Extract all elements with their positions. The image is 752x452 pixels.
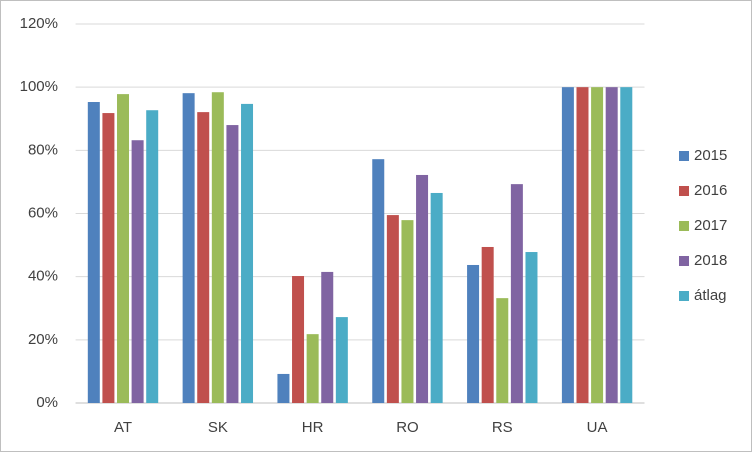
bar <box>467 264 480 403</box>
bar <box>605 87 618 404</box>
legend-swatch <box>679 221 689 231</box>
bar <box>561 87 574 404</box>
bar <box>197 112 210 404</box>
bar <box>211 92 224 403</box>
bar <box>131 140 144 403</box>
bar <box>277 373 290 403</box>
y-tick-label: 60% <box>28 204 58 221</box>
x-tick-label: RS <box>492 419 513 436</box>
y-tick-label: 20% <box>28 331 58 348</box>
bar <box>226 125 239 404</box>
bar <box>510 184 523 403</box>
bar <box>87 102 100 403</box>
bar <box>416 174 429 403</box>
legend-label: 2016 <box>694 182 727 199</box>
legend-label: 2018 <box>694 252 727 269</box>
x-tick-label: AT <box>114 419 132 436</box>
bar <box>430 192 443 403</box>
bar <box>321 271 334 403</box>
bar <box>620 87 633 404</box>
legend-swatch <box>679 291 689 301</box>
bar <box>372 159 385 403</box>
bar <box>102 113 115 403</box>
legend-label: 2015 <box>694 147 727 164</box>
legend-label: átlag <box>694 287 727 304</box>
bar <box>182 93 195 403</box>
bar <box>306 334 319 403</box>
legend-swatch <box>679 256 689 266</box>
x-tick-label: SK <box>208 419 228 436</box>
x-tick-label: RO <box>396 419 419 436</box>
bar <box>525 252 538 403</box>
bar <box>292 276 305 403</box>
bar <box>481 246 494 403</box>
bar <box>401 220 414 403</box>
bar <box>386 215 399 403</box>
bar <box>335 317 348 403</box>
x-tick-label: UA <box>587 419 608 436</box>
legend-swatch <box>679 186 689 196</box>
y-tick-label: 80% <box>28 141 58 158</box>
y-tick-label: 0% <box>36 394 58 411</box>
bar <box>117 94 130 404</box>
legend-label: 2017 <box>694 217 727 234</box>
y-tick-label: 40% <box>28 268 58 285</box>
x-tick-label: HR <box>302 419 324 436</box>
bar <box>146 110 159 403</box>
bar <box>591 87 604 404</box>
y-tick-label: 120% <box>20 15 58 32</box>
legend-swatch <box>679 151 689 161</box>
bar <box>241 103 254 404</box>
bar <box>496 298 509 403</box>
bar <box>576 87 589 404</box>
y-tick-label: 100% <box>20 78 58 95</box>
